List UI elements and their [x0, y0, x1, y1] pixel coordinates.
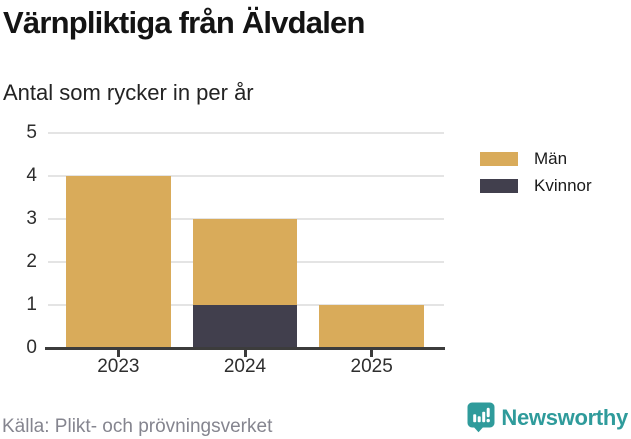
- legend-label: Kvinnor: [534, 176, 592, 195]
- plot-area: [45, 132, 445, 357]
- bar-segment-män-2023: [66, 176, 171, 348]
- source-note: Källa: Plikt- och prövningsverket: [2, 416, 273, 437]
- x-axis-tick-label: 2025: [350, 356, 393, 377]
- chart-legend: Män Kvinnor: [480, 149, 592, 206]
- newsworthy-logo[interactable]: Newsworthy: [467, 402, 628, 433]
- y-axis-tick-label: 4: [26, 165, 37, 186]
- x-axis-tickmark: [116, 350, 120, 357]
- legend-item-kvinnor: Kvinnor: [480, 176, 592, 195]
- bar-segment-män-2025: [319, 305, 424, 348]
- y-axis-tick-label: 0: [26, 337, 37, 358]
- page-title: Värnpliktiga från Älvdalen: [3, 5, 365, 40]
- y-axis-tick-label: 1: [26, 294, 37, 315]
- y-axis-tick-label: 2: [26, 251, 37, 272]
- y-gridline: [48, 175, 444, 177]
- chart-subtitle: Antal som rycker in per år: [3, 80, 254, 105]
- legend-swatch: [480, 179, 518, 193]
- newsworthy-icon: [467, 402, 495, 433]
- y-axis-tick-label: 3: [26, 208, 37, 229]
- newsworthy-wordmark: Newsworthy: [501, 404, 628, 430]
- x-axis-tick-label: 2024: [223, 356, 267, 377]
- y-gridline: [48, 132, 444, 134]
- bar-segment-kvinnor-2024: [192, 305, 298, 348]
- legend-swatch: [480, 152, 518, 166]
- y-axis-tick-label: 5: [26, 122, 37, 143]
- legend-item-män: Män: [480, 149, 592, 168]
- legend-label: Män: [534, 149, 568, 168]
- x-axis-tickmark: [370, 350, 374, 357]
- x-axis-tickmark: [243, 350, 247, 357]
- x-axis-line: [45, 347, 445, 350]
- bar-segment-män-2024: [192, 219, 298, 305]
- x-axis-tick-label: 2023: [97, 356, 140, 377]
